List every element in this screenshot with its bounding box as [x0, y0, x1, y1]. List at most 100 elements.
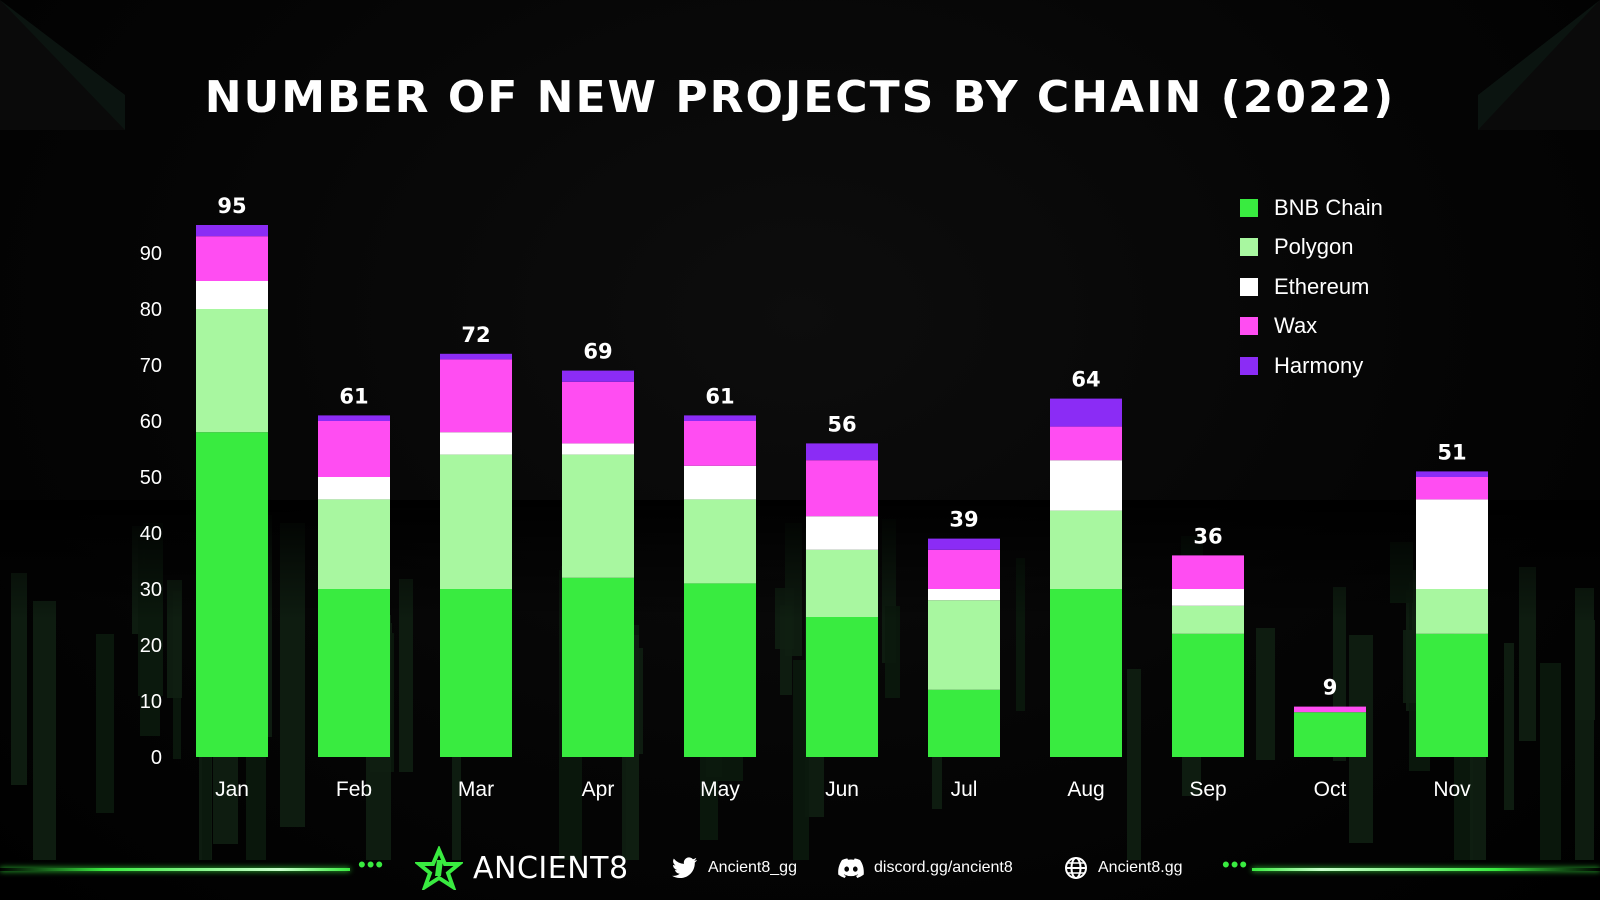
bar-segment-bnb-chain [684, 583, 756, 757]
bar-segment-bnb-chain [1172, 633, 1244, 757]
bar-segment-harmony [928, 538, 1000, 550]
bar-segment-polygon [806, 549, 878, 617]
bar-segment-wax [318, 421, 390, 477]
y-tick-label: 40 [140, 523, 162, 545]
bar-total-label: 39 [949, 508, 978, 532]
legend-label: Wax [1274, 313, 1318, 339]
legend: BNB Chain Polygon Ethereum Wax Harmony [1240, 188, 1383, 386]
footer-dots-right: ••• [1222, 852, 1249, 877]
legend-swatch [1240, 356, 1258, 375]
bar-segment-bnb-chain [1050, 589, 1122, 757]
bar-group-feb: 61 [318, 384, 390, 757]
legend-item-ethereum: Ethereum [1240, 267, 1383, 307]
bar-segment-ethereum [196, 281, 268, 309]
y-tick-label: 90 [140, 243, 162, 265]
twitter-icon [672, 857, 697, 879]
bar-segment-harmony [1416, 471, 1488, 477]
bar-segment-polygon [1172, 605, 1244, 634]
legend-swatch [1240, 317, 1258, 336]
discord-link[interactable]: discord.gg/ancient8 [838, 846, 1013, 890]
brand[interactable]: ANCIENT8 [415, 846, 629, 890]
legend-item-bnb-chain: BNB Chain [1240, 188, 1383, 228]
x-tick-label: Jan [215, 778, 249, 801]
bar-segment-harmony [318, 415, 390, 421]
x-tick-label: Nov [1433, 778, 1471, 801]
x-tick-label: Oct [1314, 778, 1347, 801]
bar-segment-harmony [562, 370, 634, 382]
bar-segment-harmony [1050, 398, 1122, 427]
x-tick-label: Mar [458, 778, 494, 801]
bar-segment-wax [928, 549, 1000, 589]
bar-total-label: 56 [827, 412, 856, 436]
bar-segment-bnb-chain [196, 432, 268, 757]
footer-line-left [0, 868, 350, 871]
bar-segment-wax [440, 359, 512, 433]
legend-swatch [1240, 238, 1258, 257]
website-link[interactable]: Ancient8.gg [1064, 846, 1183, 890]
legend-item-harmony: Harmony [1240, 346, 1383, 386]
bar-segment-ethereum [1172, 589, 1244, 606]
bar-segment-wax [562, 381, 634, 444]
bar-segment-polygon [1416, 589, 1488, 634]
brand-name: ANCIENT8 [473, 850, 629, 886]
bar-group-nov: 51 [1416, 440, 1488, 757]
footer: ••• ANCIENT8 Ancient8_gg discord.gg/anci… [0, 846, 1600, 890]
bar-segment-wax [1172, 555, 1244, 589]
discord-icon [838, 858, 864, 878]
y-tick-label: 30 [140, 579, 162, 601]
x-tick-label: May [700, 778, 740, 801]
bar-segment-bnb-chain [928, 689, 1000, 757]
bar-segment-polygon [318, 499, 390, 589]
bar-segment-wax [196, 236, 268, 281]
legend-swatch [1240, 198, 1258, 217]
bar-segment-ethereum [684, 465, 756, 500]
bar-segment-ethereum [1416, 499, 1488, 589]
bar-segment-bnb-chain [1416, 633, 1488, 757]
twitter-link[interactable]: Ancient8_gg [672, 846, 797, 890]
bar-group-sep: 36 [1172, 524, 1244, 757]
bar-segment-bnb-chain [440, 589, 512, 757]
bar-group-oct: 9 [1294, 676, 1366, 757]
y-tick-label: 20 [140, 635, 162, 657]
twitter-handle: Ancient8_gg [708, 859, 797, 876]
bar-total-label: 36 [1193, 524, 1222, 548]
bar-segment-wax [1050, 426, 1122, 461]
bar-total-label: 61 [705, 384, 734, 408]
bar-segment-ethereum [806, 516, 878, 550]
legend-label: Polygon [1274, 234, 1354, 260]
bar-segment-polygon [684, 499, 756, 584]
y-tick-label: 70 [140, 355, 162, 377]
footer-dots-left: ••• [358, 852, 385, 877]
bar-group-apr: 69 [562, 340, 634, 757]
bar-total-label: 69 [583, 340, 612, 364]
bar-segment-harmony [684, 415, 756, 421]
x-tick-label: Sep [1189, 778, 1226, 801]
bar-segment-ethereum [318, 477, 390, 500]
bar-segment-wax [1416, 477, 1488, 500]
bar-total-label: 9 [1323, 676, 1338, 700]
bar-segment-bnb-chain [318, 589, 390, 757]
x-tick-label: Feb [336, 778, 372, 801]
x-tick-label: Apr [582, 778, 615, 801]
bar-segment-ethereum [1050, 460, 1122, 511]
bar-total-label: 51 [1437, 440, 1466, 464]
bar-segment-wax [1294, 706, 1366, 713]
legend-item-polygon: Polygon [1240, 228, 1383, 268]
legend-label: Harmony [1274, 352, 1364, 378]
y-tick-label: 50 [140, 467, 162, 489]
x-tick-label: Aug [1067, 778, 1104, 801]
bar-segment-polygon [562, 454, 634, 578]
chart-title: NUMBER OF NEW PROJECTS BY CHAIN (2022) [204, 72, 1396, 123]
bar-segment-polygon [196, 309, 268, 433]
bar-segment-harmony [196, 225, 268, 237]
legend-label: Ethereum [1274, 273, 1370, 299]
bar-segment-ethereum [928, 589, 1000, 601]
bar-segment-bnb-chain [806, 617, 878, 757]
legend-item-wax: Wax [1240, 307, 1383, 347]
bar-segment-wax [806, 460, 878, 517]
globe-icon [1065, 857, 1087, 879]
bar-total-label: 61 [339, 384, 368, 408]
discord-url: discord.gg/ancient8 [874, 859, 1013, 876]
footer-line-right [1252, 868, 1600, 871]
